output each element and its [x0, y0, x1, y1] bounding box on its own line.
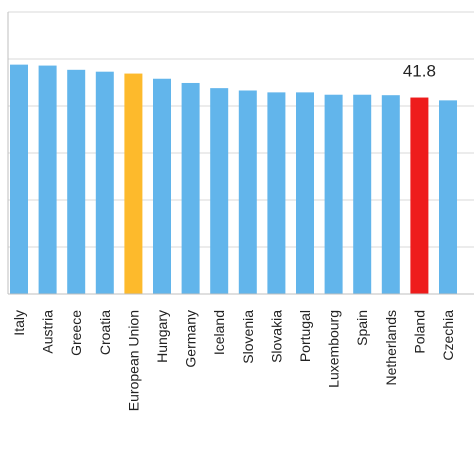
tick-label-poland: Poland — [411, 310, 427, 354]
bars — [10, 64, 457, 295]
bar-germany — [181, 82, 200, 294]
tick-label-slovakia: Slovakia — [268, 310, 284, 363]
bar-european-union — [124, 73, 143, 294]
tick-label-austria: Austria — [40, 310, 56, 354]
bar-slovenia — [238, 90, 257, 295]
tick-label-italy: Italy — [11, 310, 27, 336]
tick-label-luxembourg: Luxembourg — [326, 310, 342, 388]
bar-croatia — [95, 71, 114, 294]
bar-luxembourg — [324, 94, 343, 294]
bar-czechia — [439, 100, 457, 294]
bar-netherlands — [381, 95, 400, 294]
data-labels: 41.8 — [403, 62, 436, 81]
bar-spain — [353, 94, 372, 294]
bar-iceland — [210, 88, 229, 294]
tick-label-greece: Greece — [68, 310, 84, 356]
tick-label-portugal: Portugal — [297, 310, 313, 362]
tick-label-european-union: European Union — [125, 310, 141, 411]
bar-poland — [410, 97, 429, 294]
bar-hungary — [153, 78, 171, 295]
tick-label-iceland: Iceland — [211, 310, 227, 355]
bar-austria — [38, 65, 57, 294]
tick-label-slovenia: Slovenia — [240, 310, 256, 364]
tick-label-netherlands: Netherlands — [383, 310, 399, 386]
bar-portugal — [296, 92, 314, 295]
tick-label-spain: Spain — [354, 310, 370, 346]
data-label-poland: 41.8 — [403, 62, 436, 81]
tick-label-hungary: Hungary — [154, 310, 170, 363]
bar-greece — [67, 69, 86, 294]
bar-italy — [10, 64, 28, 294]
tick-label-croatia: Croatia — [97, 310, 113, 355]
x-tick-labels: Italy Austria Greece Croatia European Union H… — [11, 310, 456, 411]
tick-label-germany: Germany — [183, 310, 199, 368]
tick-label-czechia: Czechia — [440, 310, 456, 361]
bar-slovakia — [267, 92, 286, 295]
